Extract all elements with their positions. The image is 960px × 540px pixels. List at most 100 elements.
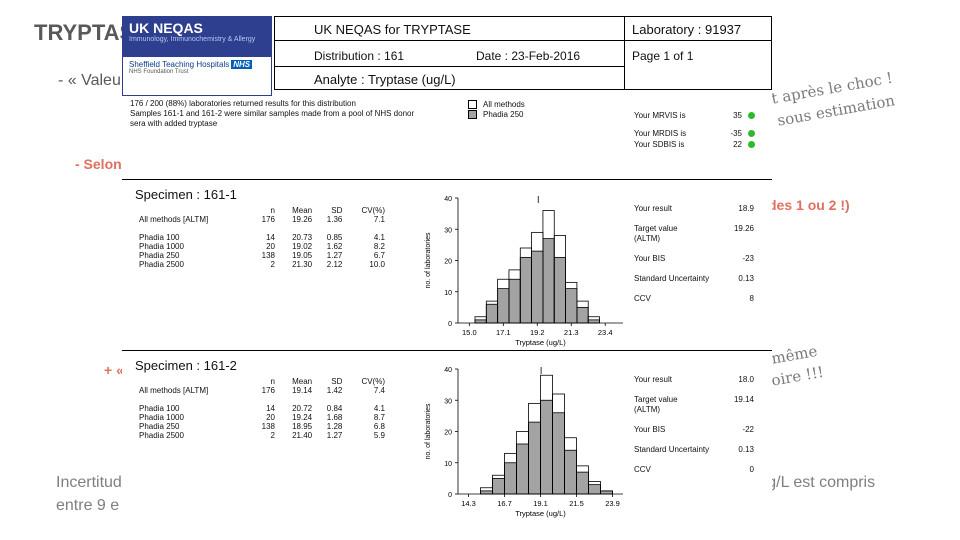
table-cell: 1.42: [326, 386, 343, 395]
table-cell: 14: [266, 404, 275, 413]
bar-phadia-250: [516, 443, 529, 495]
metric-value: 35: [733, 111, 742, 120]
result-value: 0: [749, 465, 754, 474]
specimen-title: Specimen : 161-2: [135, 358, 237, 373]
table-cell: All methods [ALTM]: [139, 215, 209, 224]
bar-phadia-250: [485, 303, 499, 324]
table-cell: 176: [261, 386, 275, 395]
bar-phadia-250: [552, 412, 565, 495]
table-cell: Phadia 250: [139, 422, 180, 431]
x-axis-label: Tryptase (ug/L): [515, 509, 566, 518]
table-row: Phadia 1000 20 19.24 1.68 8.7: [137, 413, 387, 422]
bar-all-methods: [576, 465, 589, 495]
table-cell: 20.73: [292, 233, 313, 242]
table-cell: 1.68: [326, 413, 343, 422]
logo-hospital: Sheffield Teaching Hospitals: [129, 60, 230, 69]
result-value: -22: [742, 425, 754, 434]
specimen-section-1: Specimen : 161-1 n Mean SD CV(%) All met…: [122, 182, 772, 348]
table-cell: 19.24: [292, 413, 313, 422]
table-header: Mean: [292, 206, 313, 215]
table-cell: 19.26: [292, 215, 313, 224]
report-header-right-frame: [624, 16, 772, 90]
info-line: 176 / 200 (88%) laboratories returned re…: [130, 99, 356, 108]
table-header: n: [270, 206, 275, 215]
table-cell: 10.0: [369, 260, 385, 269]
red-note-right: des 1 ou 2 !): [768, 197, 850, 213]
logo-trust: NHS Foundation Trust: [129, 69, 189, 75]
x-tick-label: 23.9: [605, 499, 620, 508]
metric-value: -35: [730, 129, 742, 138]
table-cell: 6.8: [373, 422, 385, 431]
distribution-number: Distribution : 161: [314, 49, 405, 63]
specimen-section-2: Specimen : 161-2 n Mean SD CV(%) All met…: [122, 353, 772, 523]
status-dot-icon: [748, 112, 755, 119]
result-label: Your BIS: [634, 254, 666, 263]
result-value: 18.0: [738, 375, 754, 384]
result-label: Target value (ALTM): [634, 224, 678, 243]
table-cell: 20: [266, 413, 275, 422]
table-cell: 1.27: [326, 251, 343, 260]
result-value: 0.13: [738, 445, 754, 454]
laboratory-id: Laboratory : 91937: [632, 22, 742, 37]
x-tick-label: 21.5: [569, 499, 584, 508]
table-row: Phadia 250 138 19.05 1.27 6.7: [137, 251, 387, 260]
table-row: Phadia 2500 2 21.30 2.12 10.0: [137, 260, 387, 269]
specimen-stats-table: n Mean SD CV(%) All methods [ALTM] 176 19.…: [137, 377, 387, 440]
table-cell: 7.4: [373, 386, 385, 395]
bar-all-methods: [576, 300, 589, 324]
y-tick-label: 40: [444, 367, 452, 374]
table-cell: 2: [270, 431, 275, 440]
chart-legend: All methods Phadia 250: [468, 99, 525, 119]
x-tick-label: 19.1: [533, 499, 548, 508]
table-cell: Phadia 100: [139, 233, 180, 242]
logo-name: UK NEQAS: [129, 20, 203, 36]
table-header: CV(%): [361, 377, 385, 386]
legend-swatch-phadia-250: [468, 109, 477, 119]
result-label: Your BIS: [634, 425, 666, 434]
table-row: Phadia 100 14 20.72 0.84 4.1: [137, 404, 387, 413]
y-axis-label: no. of laboratories: [425, 232, 432, 289]
result-value: 19.14: [733, 395, 754, 404]
table-cell: 21.40: [292, 431, 313, 440]
table-cell: Phadia 2500: [139, 431, 184, 440]
header-divider-1: [274, 40, 772, 41]
section-divider: [122, 350, 772, 351]
table-cell: 138: [261, 422, 275, 431]
result-label: Target value (ALTM): [634, 395, 678, 414]
result-value: -23: [742, 254, 754, 263]
y-tick-label: 10: [444, 290, 452, 297]
y-tick-label: 30: [444, 227, 452, 234]
table-cell: Phadia 1000: [139, 242, 184, 251]
table-header: SD: [331, 206, 343, 215]
table-cell: All methods [ALTM]: [139, 386, 209, 395]
table-cell: 1.27: [326, 431, 343, 440]
result-label: Your result: [634, 375, 672, 384]
bar-phadia-250: [576, 471, 589, 495]
report-date: Date : 23-Feb-2016: [476, 49, 581, 63]
y-tick-label: 20: [444, 259, 452, 266]
y-tick-label: 30: [444, 398, 452, 405]
legend-label: Phadia 250: [483, 109, 524, 119]
metric-label: Your SDBIS is: [634, 140, 685, 149]
histogram-specimen-1: 0 10 20 30 40 15.0 17.1 19.2 21.3 23.4 Tryptase (u…: [425, 196, 623, 347]
table-row: Phadia 100 14 20.73 0.85 4.1: [137, 233, 387, 242]
result-value: 19.26: [733, 224, 754, 233]
result-label: Standard Uncertainty: [634, 274, 710, 283]
bar-phadia-250: [565, 288, 578, 324]
y-tick-label: 10: [444, 461, 452, 468]
bottom-left-line-1: Incertitud: [56, 474, 122, 491]
table-header: [137, 206, 250, 215]
table-cell: 1.62: [326, 242, 343, 251]
table-cell: 14: [266, 233, 275, 242]
x-tick-label: 23.4: [598, 328, 613, 337]
bottom-right-line-1: μg/L est compris: [758, 474, 876, 491]
table-cell: 1.36: [326, 215, 343, 224]
bar-phadia-250: [504, 462, 517, 495]
scheme-title: UK NEQAS for TRYPTASE: [314, 22, 471, 37]
table-cell: 4.1: [373, 404, 385, 413]
table-header: SD: [331, 377, 343, 386]
table-header: Mean: [292, 377, 313, 386]
bar-phadia-250: [564, 449, 577, 495]
y-axis-label: no. of laboratories: [425, 403, 432, 460]
rotated-note-4: oire !!!: [770, 362, 826, 390]
